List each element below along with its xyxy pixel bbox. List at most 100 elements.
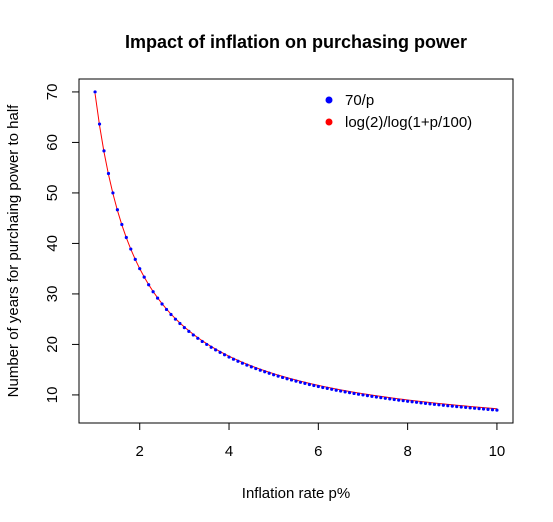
series-line-log <box>94 93 497 410</box>
data-point-70p <box>370 394 374 398</box>
data-point-70p <box>155 296 160 300</box>
data-point-70p <box>231 357 236 361</box>
data-point-70p <box>160 302 164 306</box>
data-point-70p <box>276 374 280 378</box>
data-point-70p <box>446 404 450 408</box>
data-point-70p <box>102 149 106 153</box>
data-point-70p <box>316 384 320 389</box>
data-point-70p <box>272 373 276 377</box>
data-point-70p <box>120 222 124 227</box>
legend-label-70p: 70/p <box>345 92 374 109</box>
data-point-70p <box>473 406 477 410</box>
data-point-70p <box>129 247 133 251</box>
data-point-70p <box>245 363 249 367</box>
data-point-70p <box>298 380 303 384</box>
data-point-70p <box>289 378 294 382</box>
y-tick-label: 30 <box>44 286 61 303</box>
data-point-70p <box>361 393 365 397</box>
data-point-70p <box>406 399 410 403</box>
y-tick-label: 20 <box>44 336 61 353</box>
data-point-70p <box>187 329 191 333</box>
data-point-70p <box>352 391 356 396</box>
data-point-70p <box>450 404 454 408</box>
legend-marker-70p <box>325 96 333 104</box>
data-point-70p <box>397 398 401 402</box>
data-point-70p <box>267 371 271 375</box>
data-point-70p <box>93 90 97 94</box>
data-point-70p <box>191 333 195 337</box>
data-point-70p <box>254 366 258 371</box>
data-point-70p <box>124 235 128 240</box>
data-point-70p <box>464 405 468 410</box>
data-point-70p <box>200 339 204 344</box>
data-point-70p <box>459 405 463 409</box>
data-point-70p <box>490 408 495 412</box>
x-tick-label: 10 <box>489 443 506 460</box>
y-tick-label: 60 <box>44 134 61 151</box>
series-layer <box>93 90 499 412</box>
data-point-70p <box>441 403 445 407</box>
data-point-70p <box>97 122 102 126</box>
x-tick-label: 2 <box>136 443 144 460</box>
data-point-70p <box>147 283 151 287</box>
data-point-70p <box>209 345 213 349</box>
data-point-70p <box>312 383 316 388</box>
data-point-70p <box>365 394 370 398</box>
data-point-70p <box>419 401 423 405</box>
x-tick-label: 4 <box>225 443 233 460</box>
data-point-70p <box>182 325 186 330</box>
data-point-70p <box>106 171 111 176</box>
data-point-70p <box>455 404 459 409</box>
data-point-70p <box>374 395 378 399</box>
data-point-70p <box>383 396 387 400</box>
data-point-70p <box>173 317 178 321</box>
y-tick-label: 50 <box>44 185 61 202</box>
data-point-70p <box>334 388 338 392</box>
data-point-70p <box>151 290 155 294</box>
data-point-70p <box>495 408 499 412</box>
y-axis: 10 20 30 40 50 60 70 <box>44 84 80 404</box>
legend: 70/p log(2)/log(1+p/100) <box>325 92 472 131</box>
data-point-70p <box>285 377 289 381</box>
data-point-70p <box>169 312 173 317</box>
y-tick-label: 10 <box>44 387 61 404</box>
legend-marker-log <box>325 118 333 126</box>
data-point-70p <box>477 407 481 411</box>
data-point-70p <box>111 191 115 195</box>
data-point-70p <box>240 361 245 365</box>
data-point-70p <box>486 407 490 411</box>
data-point-70p <box>481 407 486 411</box>
data-point-70p <box>392 397 396 402</box>
data-point-70p <box>325 386 329 391</box>
y-tick-label: 40 <box>44 235 61 252</box>
x-tick-label: 6 <box>314 443 322 460</box>
data-point-70p <box>281 375 285 380</box>
data-point-70p <box>437 403 441 407</box>
chart-title: Impact of inflation on purchasing power <box>125 32 467 52</box>
data-point-70p <box>164 307 169 312</box>
data-point-70p <box>178 321 182 326</box>
data-point-70p <box>205 342 209 347</box>
y-axis-label: Number of years for purchaing power to h… <box>5 104 22 397</box>
data-point-70p <box>428 402 432 406</box>
data-point-70p <box>343 390 347 394</box>
data-point-70p <box>303 381 307 386</box>
data-point-70p <box>115 208 119 212</box>
data-point-70p <box>214 348 218 352</box>
legend-label-log: log(2)/log(1+p/100) <box>345 114 472 131</box>
data-point-70p <box>263 370 267 374</box>
data-point-70p <box>196 336 200 340</box>
data-point-70p <box>388 397 392 401</box>
data-point-70p <box>347 391 352 395</box>
data-point-70p <box>432 402 437 406</box>
data-point-70p <box>468 406 472 410</box>
data-point-70p <box>321 385 325 390</box>
data-point-70p <box>218 350 222 354</box>
data-point-70p <box>249 365 253 369</box>
data-point-70p <box>294 379 298 383</box>
data-point-70p <box>236 359 240 363</box>
x-axis: 2 4 6 8 10 <box>136 422 506 460</box>
data-point-70p <box>222 353 227 357</box>
data-point-70p <box>414 400 419 404</box>
